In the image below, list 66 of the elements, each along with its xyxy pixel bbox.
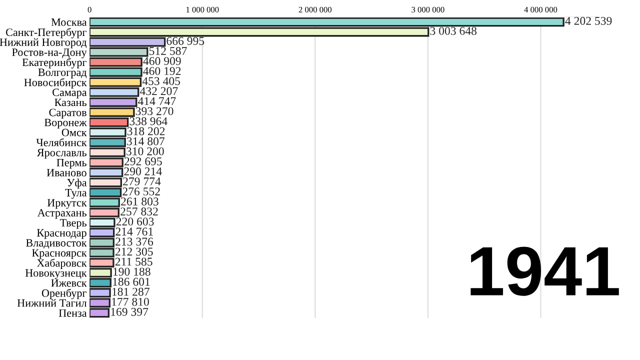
y-tick-label: Ярославль [36,148,86,159]
y-tick-label: Новосибирск [24,78,87,88]
data-label: 211 585 [115,258,152,266]
y-tick-label: Иваново [46,168,86,176]
y-tick-label: Воронеж [44,118,87,128]
data-label: 3 003 648 [430,26,477,35]
data-label: 214 761 [116,228,153,236]
data-label: 666 995 [166,37,204,45]
y-tick-label: Ростов-на-Дону [12,48,87,58]
y-tick-label: Нижний Тагил [17,299,87,307]
y-tick-label: Новокузнецк [25,269,87,279]
y-tick-label: Ижевск [51,279,87,287]
y-tick-label: Хабаровск [36,258,87,270]
y-tick-label: Владивосток [26,239,87,249]
x-tick-label: 0 [88,6,92,12]
data-label: 190 188 [113,268,150,276]
data-label: 414 747 [138,97,176,106]
y-tick-label: Пенза [58,309,87,317]
y-tick-label: Челябинск [36,138,87,146]
data-label: 276 552 [122,188,160,196]
data-label: 338 964 [130,117,168,126]
data-label: 290 214 [124,167,162,176]
data-label: 460 192 [143,67,181,76]
data-label: 318 202 [127,127,165,136]
data-label: 292 695 [124,157,162,166]
x-tick-label: 2 000 000 [298,6,332,12]
data-label: 279 774 [123,177,161,186]
y-tick-label: Тула [65,189,87,199]
y-tick-label: Пермь [56,158,86,169]
y-tick-label: Уфа [67,178,87,189]
data-label: 460 909 [143,57,181,66]
x-tick-label: 4 000 000 [524,6,558,12]
data-label: 220 603 [116,218,154,226]
y-tick-label: Нижний Новгород [0,38,87,48]
y-tick-label: Краснодар [36,229,86,239]
data-label: 169 397 [111,308,148,316]
data-label: 181 287 [112,288,150,296]
data-label: 177 810 [112,298,149,306]
data-label: 213 376 [116,238,154,246]
x-tick-label: 3 000 000 [412,6,444,12]
data-label: 393 270 [136,107,174,116]
y-tick-label: Красноярск [32,249,87,259]
annotation: 1941 [470,246,619,296]
y-tick-label: Екатеринбург [22,58,87,68]
y-tick-label: Омск [62,128,87,136]
data-label: 4 202 539 [565,16,612,25]
y-tick-label: Москва [51,18,87,26]
data-label: 186 601 [113,278,150,286]
y-tick-label: Санкт-Петербург [6,28,87,38]
data-label: 512 587 [149,47,187,55]
y-tick-label: Казань [54,98,86,106]
y-tick-label: Астрахань [37,209,86,219]
y-tick-label: Саратов [49,108,86,118]
data-label: 432 207 [140,87,178,96]
data-label: 212 305 [115,248,153,256]
y-tick-label: Самара [52,88,87,98]
y-tick-label: Тверь [60,219,86,229]
data-label: 310 200 [126,147,164,156]
y-tick-label: Иркутск [47,199,87,209]
data-label: 257 832 [120,208,158,216]
y-tick-label: Волгоград [38,68,87,78]
data-label: 261 803 [121,198,158,206]
x-tick-label: 1 000 000 [186,6,219,12]
data-label: 453 405 [142,77,180,86]
data-label: 314 807 [127,137,165,146]
y-tick-label: Оренбург [42,288,87,300]
